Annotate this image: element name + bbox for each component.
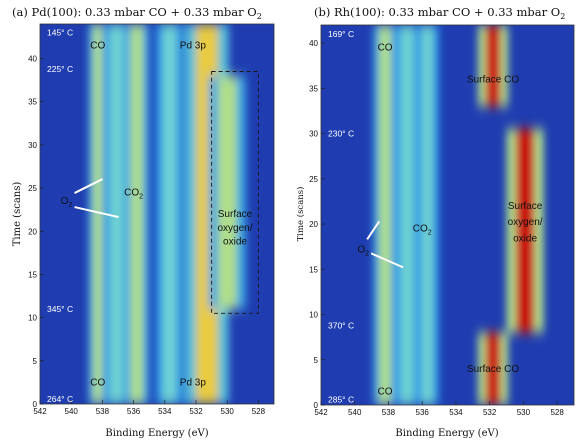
annotation-label: Pd 3p <box>180 41 207 52</box>
x-tick-label: 536 <box>416 408 430 417</box>
x-tick-label: 540 <box>348 408 362 417</box>
panel-b-title: (b) Rh(100): 0.33 mbar CO + 0.33 mbar O2 <box>314 5 565 21</box>
y-tick-label: 20 <box>28 227 37 236</box>
y-tick-label: 10 <box>28 314 37 323</box>
x-tick-label: 528 <box>550 408 564 417</box>
annotation-label: CO <box>378 386 393 397</box>
panel-b-heatmap <box>321 25 574 405</box>
panel-a-ylabel: Time (scans) <box>12 182 23 247</box>
intensity-band <box>421 25 433 405</box>
x-tick-label: 532 <box>189 407 203 416</box>
intensity-band <box>130 24 142 404</box>
x-tick-label: 532 <box>483 408 497 417</box>
x-tick-label: 530 <box>517 408 531 417</box>
y-tick-label: 35 <box>309 84 318 93</box>
panel-a-title: (a) Pd(100): 0.33 mbar CO + 0.33 mbar O2 <box>12 5 262 21</box>
panel-a-xlabel: Binding Energy (eV) <box>105 428 208 439</box>
x-tick-label: 534 <box>158 407 172 416</box>
y-tick-label: 5 <box>314 356 319 365</box>
intensity-band <box>379 25 391 405</box>
y-tick-label: 30 <box>309 130 318 139</box>
y-tick-label: 15 <box>28 270 37 279</box>
annotation-label: oxygen/ <box>217 223 252 234</box>
annotation-label: Surface CO <box>467 74 519 85</box>
x-tick-label: 530 <box>221 407 235 416</box>
intensity-band <box>400 25 413 405</box>
temperature-label: 345° C <box>47 304 73 314</box>
y-tick-label: 40 <box>28 55 37 64</box>
panel-b-ylabel: Time (scans) <box>295 187 306 242</box>
y-tick-label: 5 <box>33 357 38 366</box>
x-tick-label: 538 <box>96 407 110 416</box>
y-tick-label: 25 <box>28 184 37 193</box>
annotation-label: CO <box>378 43 393 54</box>
temperature-label: 370° C <box>328 320 354 330</box>
y-tick-label: 0 <box>314 401 319 410</box>
temperature-label: 145° C <box>47 28 73 38</box>
annotation-label: oxide <box>223 237 247 248</box>
intensity-band <box>485 25 500 106</box>
y-tick-label: 30 <box>28 141 37 150</box>
y-tick-label: 10 <box>309 311 318 320</box>
annotation-label: oxide <box>513 234 537 245</box>
intensity-band <box>218 76 237 309</box>
annotation-label: Surface <box>508 201 543 212</box>
intensity-band <box>109 24 123 404</box>
y-tick-label: 0 <box>33 400 38 409</box>
y-tick-label: 40 <box>309 39 318 48</box>
annotation-label: Surface CO <box>467 364 519 375</box>
temperature-label: 225° C <box>47 64 73 74</box>
intensity-band <box>516 129 535 333</box>
x-tick-label: 534 <box>449 408 463 417</box>
y-tick-label: 20 <box>309 220 318 229</box>
y-tick-label: 25 <box>309 175 318 184</box>
x-tick-label: 528 <box>252 407 266 416</box>
panel-b-xlabel: Binding Energy (eV) <box>395 428 498 439</box>
annotation-label: CO <box>90 377 105 388</box>
temperature-label: 169° C <box>328 29 354 39</box>
temperature-label: 264° C <box>47 394 73 404</box>
x-tick-label: 536 <box>127 407 141 416</box>
intensity-band <box>162 24 176 404</box>
annotation-label: Surface <box>218 209 253 220</box>
y-tick-label: 15 <box>309 265 318 274</box>
y-tick-label: 35 <box>28 98 37 107</box>
temperature-label: 230° C <box>328 129 354 139</box>
x-tick-label: 540 <box>65 407 79 416</box>
annotation-label: oxygen/ <box>508 217 543 228</box>
x-tick-label: 538 <box>382 408 396 417</box>
temperature-label: 285° C <box>328 395 354 405</box>
annotation-label: CO <box>90 41 105 52</box>
annotation-label: Pd 3p <box>180 377 207 388</box>
